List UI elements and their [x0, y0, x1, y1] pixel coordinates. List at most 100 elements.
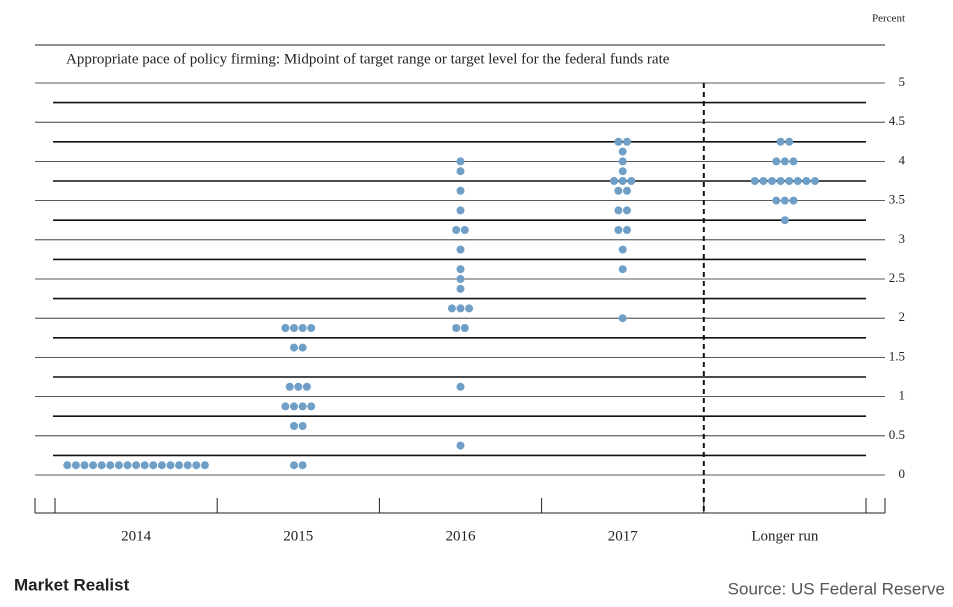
dot — [456, 304, 465, 313]
dot — [618, 177, 627, 185]
dot — [456, 167, 465, 176]
dot — [298, 402, 307, 411]
dot — [302, 382, 311, 391]
dot — [789, 157, 798, 166]
dot — [290, 422, 298, 430]
dot — [759, 177, 768, 185]
dot — [768, 177, 776, 185]
dot — [614, 137, 623, 146]
dot — [780, 216, 789, 225]
dot — [456, 275, 465, 283]
dot — [776, 137, 785, 146]
dot — [623, 137, 631, 146]
dot — [460, 226, 469, 234]
x-tick-label: 2016 — [446, 528, 477, 544]
dot — [793, 177, 802, 185]
dot — [618, 314, 627, 323]
dot — [166, 461, 175, 470]
dot — [307, 324, 316, 332]
dot — [149, 461, 158, 470]
dot — [63, 461, 72, 470]
y-tick-label: 0 — [899, 466, 906, 481]
dot — [618, 245, 627, 254]
dot — [97, 461, 106, 470]
dot — [618, 265, 627, 274]
dot — [106, 461, 115, 470]
dot — [452, 226, 461, 234]
dot — [776, 177, 785, 185]
chart-title: Appropriate pace of policy firming: Midp… — [66, 51, 670, 67]
dot — [802, 177, 811, 185]
y-tick-label: 4 — [899, 152, 906, 167]
x-tick-label: Longer run — [751, 528, 819, 544]
dot — [456, 245, 465, 254]
dot — [298, 422, 307, 430]
dot — [281, 324, 290, 332]
dot — [290, 343, 298, 352]
dot — [114, 461, 123, 470]
dot — [456, 206, 465, 215]
dot — [80, 461, 89, 470]
dot — [610, 177, 619, 185]
dot — [132, 461, 141, 470]
dot — [456, 186, 465, 195]
dot — [456, 441, 465, 450]
dot — [618, 157, 627, 166]
dot — [627, 177, 636, 185]
dot — [780, 196, 789, 205]
dot — [298, 461, 307, 470]
dot — [290, 402, 298, 411]
dot — [307, 402, 316, 411]
y-tick-label: 4.5 — [889, 113, 905, 128]
y-tick-label: 5 — [899, 74, 906, 89]
dot — [123, 461, 132, 470]
dot — [614, 206, 623, 215]
dot — [785, 137, 794, 146]
dot — [456, 157, 465, 166]
y-tick-label: 3.5 — [889, 192, 905, 207]
dot — [772, 157, 781, 166]
dot — [200, 461, 209, 470]
dot — [447, 304, 456, 313]
dot — [290, 461, 298, 470]
dot — [456, 382, 465, 391]
dot — [175, 461, 184, 470]
dot — [465, 304, 474, 313]
unit-label: Percent — [872, 13, 905, 25]
dot — [157, 461, 166, 470]
dot — [623, 186, 631, 195]
dot — [285, 382, 294, 391]
dot — [456, 265, 465, 274]
dot — [614, 186, 623, 195]
dot — [623, 206, 631, 215]
dot — [281, 402, 290, 411]
dot — [294, 382, 303, 391]
dot — [785, 177, 794, 185]
dot — [192, 461, 201, 470]
dot — [772, 196, 781, 205]
y-tick-label: 0.5 — [889, 427, 905, 442]
dot — [298, 324, 307, 332]
dot — [614, 226, 623, 234]
x-tick-label: 2015 — [283, 528, 313, 544]
dot — [623, 226, 631, 234]
dot — [140, 461, 149, 470]
y-tick-label: 2.5 — [889, 270, 905, 285]
y-tick-label: 1 — [899, 388, 906, 403]
dot — [71, 461, 80, 470]
dot — [456, 284, 465, 293]
dot — [811, 177, 819, 185]
dot — [183, 461, 192, 470]
dot — [460, 324, 469, 332]
dot — [452, 324, 461, 332]
dot — [789, 196, 798, 205]
dot — [89, 461, 98, 470]
y-tick-label: 1.5 — [889, 348, 905, 363]
x-tick-label: 2017 — [608, 528, 639, 544]
x-tick-label: 2014 — [121, 528, 152, 544]
dot — [750, 177, 759, 185]
dot — [290, 324, 298, 332]
source: Source: US Federal Reserve — [728, 579, 945, 598]
dot — [618, 147, 627, 156]
